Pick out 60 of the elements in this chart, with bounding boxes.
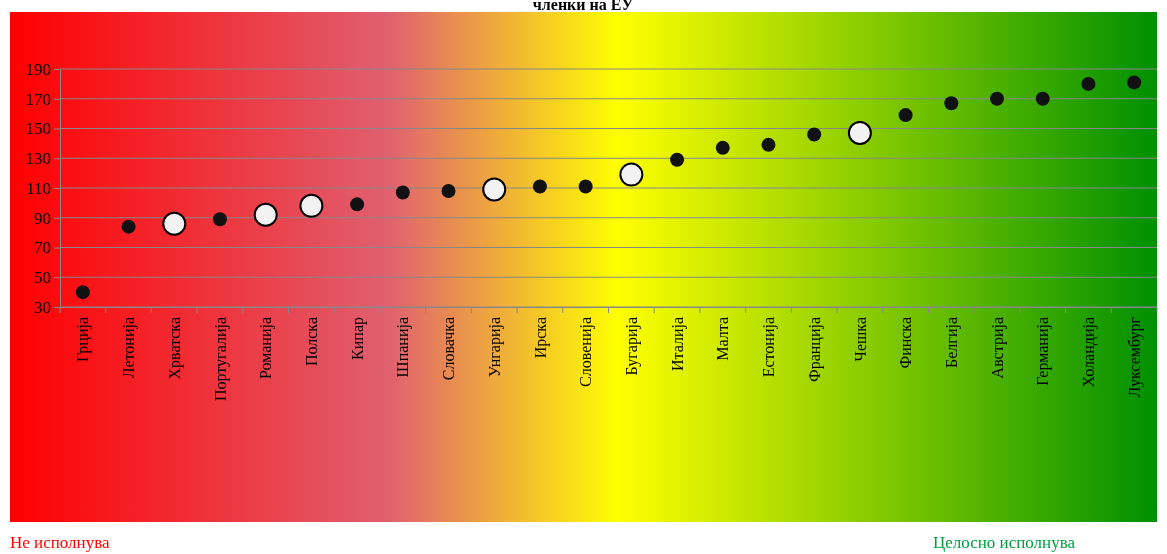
x-tick-label: Австрија	[988, 317, 1007, 379]
point	[761, 137, 776, 152]
y-tick-label: 90	[34, 208, 51, 228]
x-tick-label: Чешка	[851, 317, 869, 362]
y-tick-label: 30	[34, 297, 51, 317]
point	[898, 108, 913, 123]
point	[1035, 91, 1050, 106]
point	[253, 202, 278, 227]
x-tick-label: Хрватска	[165, 317, 184, 380]
x-tick-label: Летонија	[120, 317, 139, 379]
x-tick-label: Германија	[1034, 317, 1053, 386]
point	[121, 219, 136, 234]
point	[807, 127, 822, 142]
point	[944, 96, 959, 111]
point	[350, 197, 365, 212]
point	[670, 152, 685, 167]
point	[1127, 75, 1142, 90]
x-tick-label: Ирска	[531, 317, 550, 359]
x-tick-label: Франција	[805, 317, 824, 382]
x-tick-label: Финска	[897, 317, 915, 369]
point	[482, 177, 507, 202]
x-tick-label: Унгарија	[485, 317, 504, 378]
x-tick-label: Португалија	[211, 317, 230, 402]
x-tick-label: Словачка	[440, 317, 458, 381]
point	[532, 179, 547, 194]
y-tick-label: 130	[25, 149, 51, 169]
y-tick-label: 110	[26, 178, 51, 198]
x-tick-label: Италија	[668, 317, 687, 372]
point	[299, 193, 324, 218]
x-tick-label: Белгија	[942, 317, 961, 368]
text: Целосно исполнува	[932, 533, 1076, 552]
x-tick-label: Малта	[714, 317, 732, 361]
x-tick-label: Бугарија	[622, 317, 641, 376]
point	[75, 285, 90, 300]
chart-title: членки на ЕУ	[532, 0, 634, 13]
y-tick-label: 150	[25, 119, 51, 139]
point	[715, 140, 730, 155]
point	[212, 212, 227, 227]
point	[990, 91, 1005, 106]
x-tick-label: Холандија	[1080, 317, 1099, 388]
point	[619, 162, 644, 187]
y-tick-label: 170	[25, 89, 51, 109]
x-tick-label: Полска	[303, 317, 320, 367]
point	[1081, 76, 1096, 91]
x-tick-label: Естонија	[760, 317, 779, 378]
point	[847, 120, 872, 145]
point	[578, 179, 593, 194]
point	[395, 185, 410, 200]
point	[441, 183, 456, 198]
x-tick-label: Романија	[257, 317, 276, 379]
y-tick-label: 50	[34, 268, 51, 288]
text: Не исполнува	[10, 533, 110, 552]
x-tick-label: Луксембург	[1125, 316, 1144, 398]
x-tick-label: Шпанија	[394, 317, 413, 378]
x-tick-label: Кипар	[348, 317, 367, 360]
y-tick-label: 190	[25, 59, 51, 79]
point	[162, 211, 187, 236]
x-tick-label: Словенија	[577, 317, 596, 387]
y-tick-label: 70	[34, 238, 51, 258]
x-tick-label: Грција	[74, 317, 93, 362]
